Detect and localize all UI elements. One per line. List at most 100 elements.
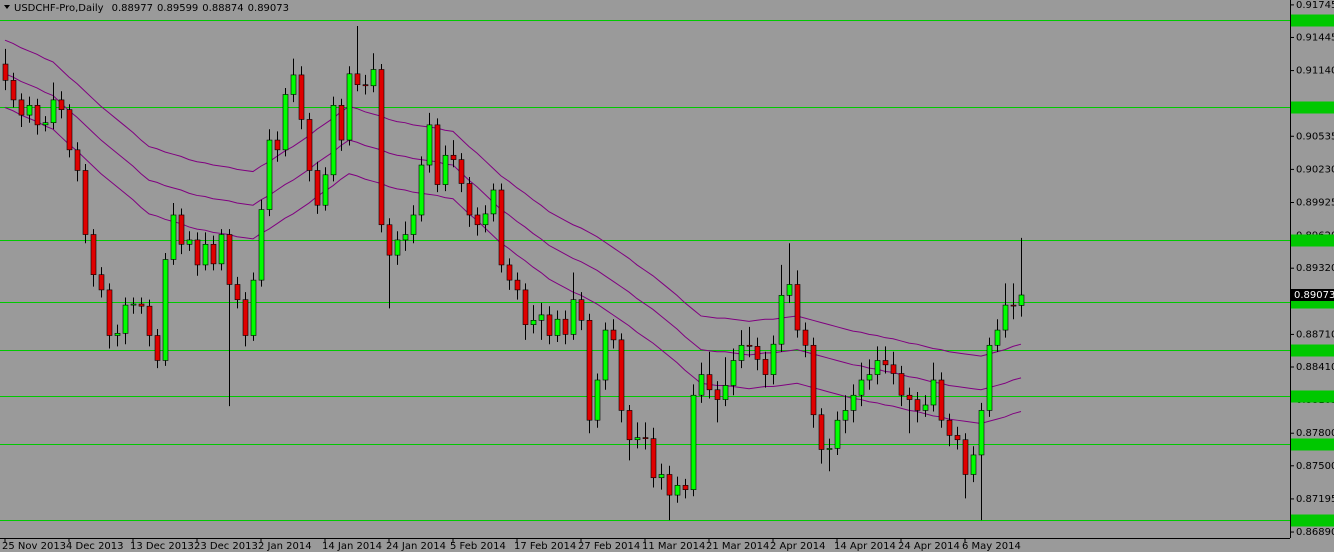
candle-body bbox=[42, 122, 49, 126]
y-tick-label: 0.90535 bbox=[1296, 131, 1334, 142]
candle-body bbox=[682, 485, 689, 490]
candle-body bbox=[634, 437, 641, 441]
candle-body bbox=[442, 154, 449, 185]
candle-body bbox=[266, 139, 273, 210]
candle-body bbox=[754, 346, 761, 360]
candle-body bbox=[898, 373, 905, 396]
candle-body bbox=[138, 303, 145, 307]
candle-body bbox=[386, 224, 393, 256]
candle-body bbox=[146, 305, 153, 336]
candle-body bbox=[154, 335, 161, 361]
candle-body bbox=[186, 239, 193, 245]
candle-body bbox=[522, 289, 529, 325]
candle-body bbox=[130, 303, 137, 306]
candle-body bbox=[90, 234, 97, 276]
candle-body bbox=[250, 279, 257, 336]
candle-body bbox=[50, 99, 57, 123]
candle-body bbox=[938, 379, 945, 421]
candle-body bbox=[274, 139, 281, 151]
current-price-box bbox=[1291, 289, 1334, 302]
candle-body bbox=[914, 399, 921, 411]
time-axis: 25 Nov 2013 4 Dec 2013 13 Dec 2013 23 Dec 2… bbox=[2, 538, 1021, 552]
candle-body bbox=[778, 295, 785, 345]
candle-body bbox=[298, 74, 305, 120]
indicator-line bbox=[4, 73, 1022, 391]
x-tick-label: 24 Apr 2014 bbox=[898, 541, 960, 552]
y-tick-label: 0.87500 bbox=[1296, 461, 1334, 472]
candle-body bbox=[290, 74, 297, 95]
candle-body bbox=[826, 448, 833, 450]
candle-body bbox=[194, 239, 201, 266]
y-tick-label: 0.91745 bbox=[1296, 0, 1334, 11]
candle-body bbox=[306, 119, 313, 171]
level-marker bbox=[1291, 390, 1334, 403]
level-marker bbox=[1291, 234, 1334, 247]
candle-body bbox=[698, 374, 705, 396]
candle-body bbox=[866, 374, 873, 381]
candle-body bbox=[730, 360, 737, 386]
candle-body bbox=[578, 299, 585, 321]
candle-body bbox=[842, 410, 849, 421]
candle-body bbox=[74, 149, 81, 171]
candle-body bbox=[506, 264, 513, 281]
y-tick-label: 0.89320 bbox=[1296, 263, 1334, 274]
candle-body bbox=[850, 394, 857, 411]
x-tick-label: 2 Apr 2014 bbox=[770, 541, 825, 552]
candle-body bbox=[402, 234, 409, 241]
candle-body bbox=[170, 214, 177, 260]
candle-body bbox=[658, 474, 665, 479]
candle-body bbox=[786, 284, 793, 296]
y-tick-label: 0.88410 bbox=[1296, 362, 1334, 373]
candle-body bbox=[602, 329, 609, 381]
candle-body bbox=[618, 339, 625, 411]
candle-body bbox=[226, 234, 233, 285]
x-tick-label: 17 Feb 2014 bbox=[514, 541, 576, 552]
candle-body bbox=[930, 379, 937, 406]
candle-body bbox=[706, 374, 713, 391]
candle-body bbox=[2, 63, 9, 81]
candle-body bbox=[66, 109, 73, 151]
candle-body bbox=[1002, 304, 1009, 331]
candle-body bbox=[1010, 304, 1017, 307]
candle-body bbox=[738, 344, 745, 361]
candle-body bbox=[594, 379, 601, 421]
candle-body bbox=[202, 243, 209, 266]
candle-body bbox=[762, 359, 769, 375]
candle-body bbox=[610, 329, 617, 341]
x-tick-label: 11 Mar 2014 bbox=[642, 541, 705, 552]
candle-body bbox=[354, 73, 361, 85]
candle-body bbox=[834, 419, 841, 449]
candle-body bbox=[970, 454, 977, 475]
x-tick-label: 23 Dec 2013 bbox=[194, 541, 258, 552]
candle-body bbox=[554, 318, 561, 336]
candle-body bbox=[122, 304, 129, 334]
candle-body bbox=[162, 259, 169, 361]
y-tick-label: 0.91445 bbox=[1296, 32, 1334, 43]
x-tick-label: 4 Dec 2013 bbox=[66, 541, 124, 552]
level-marker bbox=[1291, 14, 1334, 27]
candle-body bbox=[770, 343, 777, 375]
candle-body bbox=[818, 414, 825, 450]
candle-body bbox=[434, 124, 441, 185]
candle-body bbox=[346, 73, 353, 141]
candle-body bbox=[714, 389, 721, 400]
candle-body bbox=[562, 318, 569, 335]
candle-body bbox=[114, 333, 121, 336]
candle-body bbox=[482, 213, 489, 226]
candle-body bbox=[746, 344, 753, 347]
menu-triangle[interactable] bbox=[4, 5, 10, 9]
candle-body bbox=[106, 289, 113, 336]
candle-body bbox=[458, 159, 465, 184]
candle-body bbox=[34, 105, 41, 126]
candle-body bbox=[666, 474, 673, 496]
x-tick-label: 14 Apr 2014 bbox=[834, 541, 896, 552]
candle-body bbox=[394, 239, 401, 256]
x-tick-label: 6 May 2014 bbox=[962, 541, 1021, 552]
y-tick-label: 0.87800 bbox=[1296, 428, 1334, 439]
candle-body bbox=[954, 435, 961, 441]
candle-body bbox=[26, 105, 33, 116]
candles bbox=[2, 26, 1025, 521]
candle-body bbox=[234, 284, 241, 300]
x-tick-label: 5 Feb 2014 bbox=[450, 541, 506, 552]
